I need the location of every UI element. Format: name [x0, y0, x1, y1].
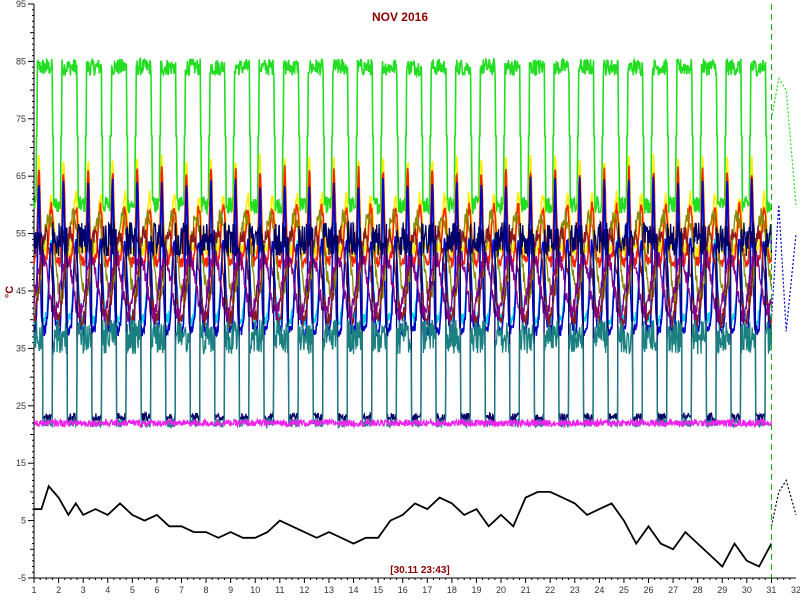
- chart-title: NOV 2016: [372, 10, 428, 24]
- x-tick-label: 25: [619, 585, 629, 595]
- forecast-line: [770, 204, 797, 332]
- x-tick-label: 31: [766, 585, 776, 595]
- x-tick-label: 8: [204, 585, 209, 595]
- y-tick-label: 45: [16, 286, 26, 296]
- x-tick-label: 17: [422, 585, 432, 595]
- series-line: [33, 319, 773, 430]
- y-tick-label: 85: [16, 56, 26, 66]
- x-tick-label: 22: [545, 585, 555, 595]
- y-tick-label: -5: [18, 573, 26, 583]
- outdoor-temperature-line: [34, 484, 773, 568]
- x-tick-label: 1: [31, 585, 36, 595]
- x-tick-label: 10: [250, 585, 260, 595]
- series-line: [33, 246, 773, 325]
- x-tick-label: 32: [791, 585, 800, 595]
- series-line: [33, 219, 773, 424]
- x-tick-label: 15: [373, 585, 383, 595]
- y-tick-label: 15: [16, 458, 26, 468]
- timestamp-label: [30.11 23:43]: [390, 565, 450, 576]
- x-tick-label: 20: [496, 585, 506, 595]
- x-tick-label: 9: [228, 585, 233, 595]
- x-tick-label: 29: [717, 585, 727, 595]
- series-line: [33, 207, 772, 307]
- x-tick-label: 24: [594, 585, 604, 595]
- x-tick-label: 30: [742, 585, 752, 595]
- y-tick-label: 75: [16, 114, 26, 124]
- y-tick-label: 95: [16, 0, 26, 9]
- y-axis-label: °C: [4, 286, 16, 298]
- series-line: [33, 417, 773, 429]
- forecast-lines: [770, 77, 797, 527]
- series-lines: [33, 56, 773, 430]
- x-tick-label: 16: [398, 585, 408, 595]
- forecast-line: [770, 77, 797, 205]
- x-tick-label: 3: [81, 585, 86, 595]
- outdoor-temperature: [34, 484, 773, 568]
- x-axis: 1 2 3 4 5 6 7 8 9 10 11 12 13 14 15 16 17 18 19 20 21 22 23 24 2…: [31, 577, 800, 595]
- x-tick-label: 19: [471, 585, 481, 595]
- y-tick-label: 55: [16, 229, 26, 239]
- x-tick-label: 28: [693, 585, 703, 595]
- x-tick-label: 27: [668, 585, 678, 595]
- x-tick-label: 4: [105, 585, 110, 595]
- y-tick-label: 25: [16, 401, 26, 411]
- x-tick-label: 11: [275, 585, 284, 595]
- x-tick-label: 2: [56, 585, 61, 595]
- y-tick-label: 65: [16, 171, 26, 181]
- x-tick-label: 7: [179, 585, 184, 595]
- x-tick-label: 6: [154, 585, 159, 595]
- series-line: [33, 56, 773, 216]
- series-line: [33, 165, 773, 271]
- y-tick-label: 35: [16, 343, 26, 353]
- y-axis: 95 85 75 65 55 45 35 25 15 5 -5: [16, 0, 35, 583]
- x-tick-label: 13: [324, 585, 334, 595]
- x-tick-label: 14: [349, 585, 359, 595]
- x-tick-label: 12: [299, 585, 309, 595]
- x-tick-label: 26: [644, 585, 654, 595]
- x-tick-label: 18: [447, 585, 457, 595]
- x-tick-label: 21: [521, 585, 531, 595]
- forecast-line: [770, 478, 797, 527]
- series-line: [33, 225, 773, 330]
- x-tick-label: 23: [570, 585, 580, 595]
- y-tick-label: 5: [21, 516, 26, 526]
- x-tick-label: 5: [130, 585, 135, 595]
